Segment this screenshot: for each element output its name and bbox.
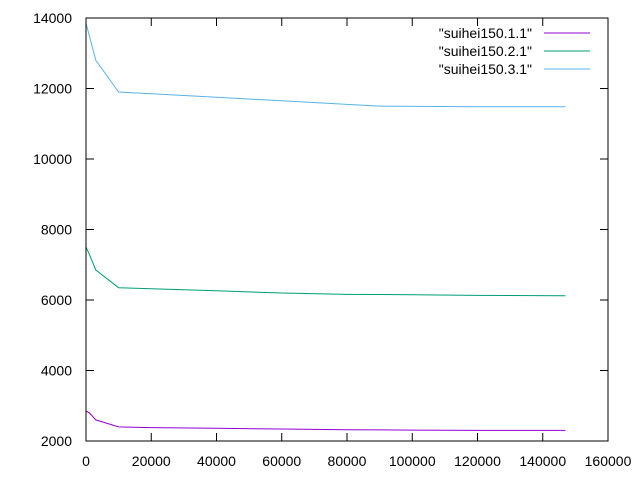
legend-label: "suihei150.2.1": [439, 43, 532, 59]
plot-frame: [85, 17, 609, 442]
legend-label: "suihei150.1.1": [439, 25, 532, 41]
x-tick-label: 0: [82, 453, 90, 469]
x-tick-label: 120000: [454, 453, 501, 469]
y-tick-label: 2000: [41, 433, 72, 449]
x-tick-label: 100000: [389, 453, 436, 469]
legend: "suihei150.1.1" "suihei150.2.1" "suihei150…: [439, 25, 590, 77]
x-tick-label: 140000: [519, 453, 566, 469]
legend-label: "suihei150.3.1": [439, 61, 532, 77]
series-line-1: [85, 410, 566, 431]
y-tick-label: 10000: [33, 151, 72, 167]
x-tick-label: 40000: [197, 453, 236, 469]
x-tick-label: 20000: [132, 453, 171, 469]
x-tick-label: 160000: [585, 453, 632, 469]
series-lines: [85, 23, 566, 431]
y-tick-label: 12000: [33, 81, 72, 97]
x-tick-label: 60000: [262, 453, 301, 469]
y-tick-label: 6000: [41, 292, 72, 308]
x-tick-label: 80000: [328, 453, 367, 469]
y-tick-label: 4000: [41, 363, 72, 379]
series-line-2: [85, 246, 566, 297]
y-tick-label: 8000: [41, 222, 72, 238]
series-line-3: [85, 23, 566, 108]
y-tick-label: 14000: [33, 10, 72, 26]
